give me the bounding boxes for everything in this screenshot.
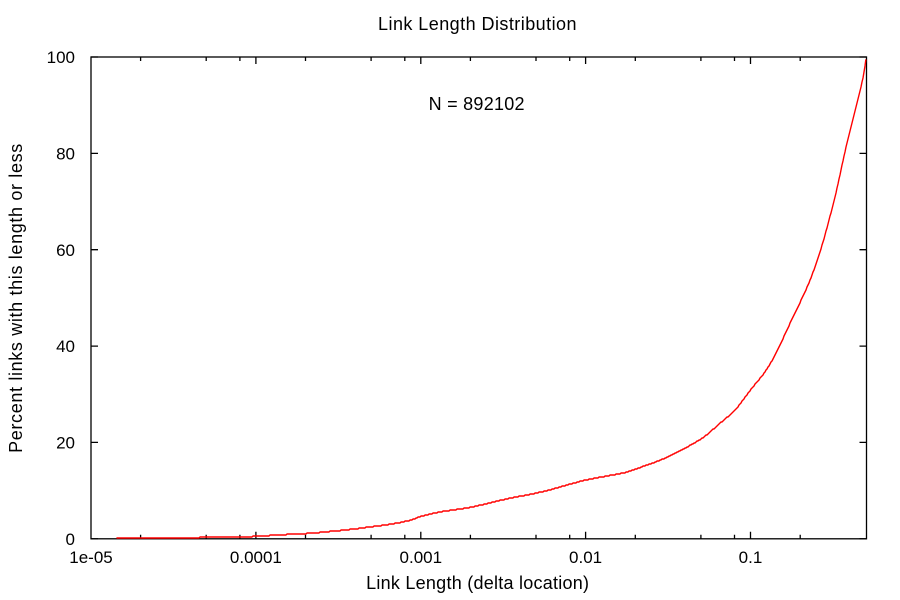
svg-text:Link Length Distribution: Link Length Distribution bbox=[378, 14, 577, 34]
svg-text:20: 20 bbox=[56, 434, 75, 453]
svg-text:60: 60 bbox=[56, 241, 75, 260]
svg-text:0.1: 0.1 bbox=[739, 548, 763, 567]
svg-text:Percent links with this length: Percent links with this length or less bbox=[6, 143, 26, 453]
svg-text:0: 0 bbox=[66, 530, 75, 549]
svg-text:1e-05: 1e-05 bbox=[69, 548, 112, 567]
svg-text:100: 100 bbox=[47, 48, 75, 67]
svg-text:0.0001: 0.0001 bbox=[230, 548, 282, 567]
svg-text:Link Length (delta location): Link Length (delta location) bbox=[366, 573, 589, 593]
svg-text:80: 80 bbox=[56, 145, 75, 164]
svg-text:40: 40 bbox=[56, 337, 75, 356]
svg-text:0.001: 0.001 bbox=[400, 548, 443, 567]
svg-text:0.01: 0.01 bbox=[569, 548, 602, 567]
svg-text:N = 892102: N = 892102 bbox=[429, 94, 525, 114]
